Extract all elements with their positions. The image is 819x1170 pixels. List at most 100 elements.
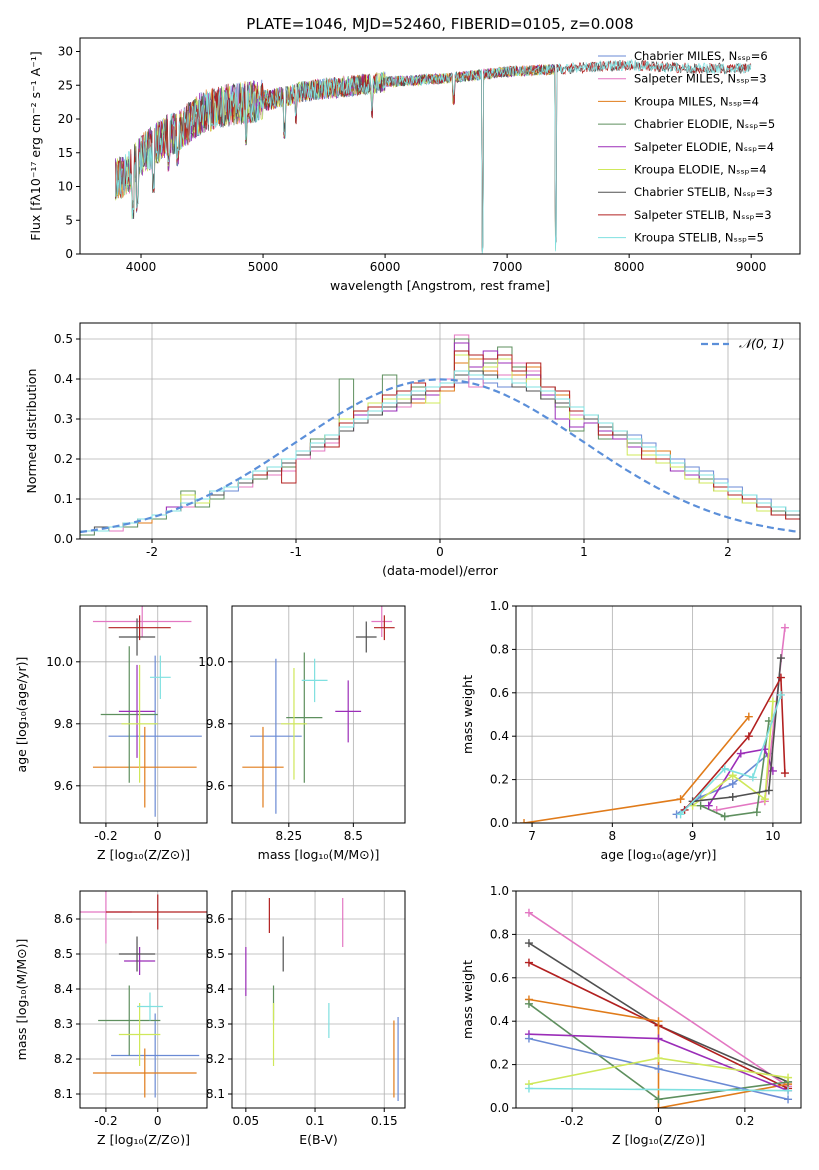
- marker-kroupa_stelib: [524, 1084, 533, 1093]
- spectrum-line-chabrier_stelib: [115, 59, 752, 251]
- axes-frame: [79, 890, 208, 1109]
- x-tick-label: 0.15: [371, 1114, 398, 1128]
- x-tick-label: 9: [689, 829, 697, 843]
- y-tick-label: 1.0: [490, 599, 509, 613]
- y-tick-label: 0.2: [490, 1058, 509, 1072]
- legend-label: Salpeter STELIB, Nₛₛₚ=3: [634, 208, 772, 222]
- panel-mass_weight_vs_age: 7 8 9 10 0.0 0.2 0.4 0.6 0.8 1.0 age [log₁₀(age/yr…: [460, 599, 802, 862]
- marker-kroupa_elodie: [784, 1073, 793, 1082]
- y-tick-label: 8.4: [54, 982, 73, 996]
- marker-salpeter_stelib: [524, 958, 533, 967]
- plot-area: [520, 623, 789, 823]
- y-tick-label: 8.6: [206, 912, 225, 926]
- marker-kroupa_stelib: [776, 690, 785, 699]
- x-tick-label: 9000: [736, 260, 767, 274]
- marker-kroupa_elodie: [654, 1054, 663, 1063]
- y-tick-label: 9.6: [54, 779, 73, 793]
- plot-area: [80, 334, 800, 539]
- axes-frame: [79, 322, 801, 540]
- y-tick-label: 30: [58, 45, 73, 59]
- y-axis-label: mass weight: [460, 675, 475, 754]
- x-tick-label: 1: [580, 545, 588, 559]
- marker-chabrier_elodie: [654, 1095, 663, 1104]
- errorbar-kroupa_elodie: [118, 1003, 161, 1066]
- x-tick-label: 0: [655, 1114, 663, 1128]
- series-line-salpeter_stelib: [683, 674, 786, 811]
- legend-label: Salpeter MILES, Nₛₛₚ=3: [634, 72, 767, 86]
- marker-salpeter_elodie: [654, 1034, 663, 1043]
- plot-area: [115, 58, 752, 254]
- y-tick-label: 0.0: [54, 532, 73, 546]
- marker-salpeter_stelib: [776, 673, 785, 682]
- marker-chabrier_elodie: [720, 812, 729, 821]
- plot-area: [245, 898, 399, 1101]
- y-tick-label: 0.8: [490, 642, 509, 656]
- series-line-kroupa_stelib: [680, 694, 782, 815]
- legend-label: Chabrier STELIB, Nₛₛₚ=3: [634, 185, 773, 199]
- y-tick-label: 0.1: [54, 492, 73, 506]
- y-tick-label: 8.5: [54, 947, 73, 961]
- errorbar-chabrier_miles: [108, 655, 202, 817]
- marker-salpeter_elodie: [736, 749, 745, 758]
- errorbar-salpeter_elodie: [335, 680, 362, 743]
- marker-kroupa_elodie: [768, 697, 777, 706]
- x-tick-label: 8.25: [275, 829, 302, 843]
- marker-kroupa_stelib: [748, 773, 757, 782]
- panel-mass_vs_ebv: 0.05 0.1 0.15 8.1 8.2 8.3 8.4 8.5 8.6 E(B-V): [206, 890, 406, 1147]
- panel-residuals: -2 -1 0 1 2 0.0 0.1 0.2 0.3 0.4 0.5 (data-model)/er…: [24, 322, 801, 578]
- x-tick-label: -0.2: [560, 1114, 583, 1128]
- plot-area: [524, 908, 793, 1108]
- marker-kroupa_elodie: [760, 795, 769, 804]
- marker-chabrier_elodie: [524, 999, 533, 1008]
- marker-chabrier_miles: [728, 779, 737, 788]
- x-tick-label: 8000: [614, 260, 645, 274]
- y-tick-label: 0.4: [54, 372, 73, 386]
- series-line-chabrier_stelib: [692, 658, 782, 803]
- marker-kroupa_stelib: [676, 810, 685, 819]
- errorbar-salpeter_miles: [92, 606, 192, 637]
- y-tick-label: 8.6: [54, 912, 73, 926]
- series-line-kroupa_stelib: [528, 1087, 789, 1092]
- marker-chabrier_stelib: [524, 939, 533, 948]
- panel-mass_weight_vs_Z: -0.2 0 0.2 0.0 0.2 0.4 0.6 0.8 1.0 Z [log₁₀(Z/Z⊙)…: [460, 884, 802, 1147]
- errorbar-kroupa_miles: [92, 726, 197, 808]
- legend-label: Chabrier ELODIE, Nₛₛₚ=5: [634, 117, 775, 131]
- y-axis-label: Flux [fλ10⁻¹⁷ erg cm⁻² s⁻¹ A⁻¹]: [28, 51, 43, 240]
- series-line-chabrier_elodie: [700, 720, 770, 818]
- axes-frame: [79, 605, 208, 824]
- x-axis-label: mass [log₁₀(M/M⊙)]: [258, 847, 380, 862]
- marker-kroupa_miles: [654, 1017, 663, 1026]
- spectrum-line-salpeter_stelib: [115, 60, 752, 253]
- marker-chabrier_miles: [524, 1034, 533, 1043]
- axes-frame: [515, 605, 802, 824]
- y-tick-label: 10.0: [198, 655, 225, 669]
- series-line-kroupa_elodie: [692, 701, 774, 807]
- y-tick-label: 8.1: [206, 1087, 225, 1101]
- x-tick-label: 0: [436, 545, 444, 559]
- marker-salpeter_stelib: [744, 732, 753, 741]
- x-tick-label: 7000: [492, 260, 523, 274]
- y-tick-label: 9.8: [54, 717, 73, 731]
- y-tick-label: 10.0: [46, 655, 73, 669]
- y-tick-label: 0.4: [490, 729, 509, 743]
- marker-kroupa_miles: [654, 1104, 663, 1108]
- y-tick-label: 0.4: [490, 1014, 509, 1028]
- y-tick-label: 8.3: [54, 1017, 73, 1031]
- marker-salpeter_stelib: [780, 769, 789, 778]
- errorbar-kroupa_elodie: [281, 668, 307, 780]
- y-axis-label: Normed distribution: [24, 369, 39, 494]
- y-tick-label: 0.2: [490, 773, 509, 787]
- y-tick-label: 0.6: [490, 971, 509, 985]
- chart-title: PLATE=1046, MJD=52460, FIBERID=0105, z=0…: [246, 15, 633, 33]
- panel-age_vs_Z: -0.2 0 9.6 9.8 10.0 Z [log₁₀(Z/Z⊙)] age [log₁₀…: [14, 605, 208, 862]
- errorbar-salpeter_miles: [371, 606, 393, 637]
- x-tick-label: 0: [154, 829, 162, 843]
- x-tick-label: -1: [290, 545, 302, 559]
- y-tick-label: 8.4: [206, 982, 225, 996]
- y-tick-label: 0.2: [54, 452, 73, 466]
- marker-kroupa_stelib: [784, 1086, 793, 1095]
- errorbar-chabrier_elodie: [100, 646, 158, 783]
- x-tick-label: 2: [724, 545, 732, 559]
- legend-label: Kroupa MILES, Nₛₛₚ=4: [634, 94, 759, 108]
